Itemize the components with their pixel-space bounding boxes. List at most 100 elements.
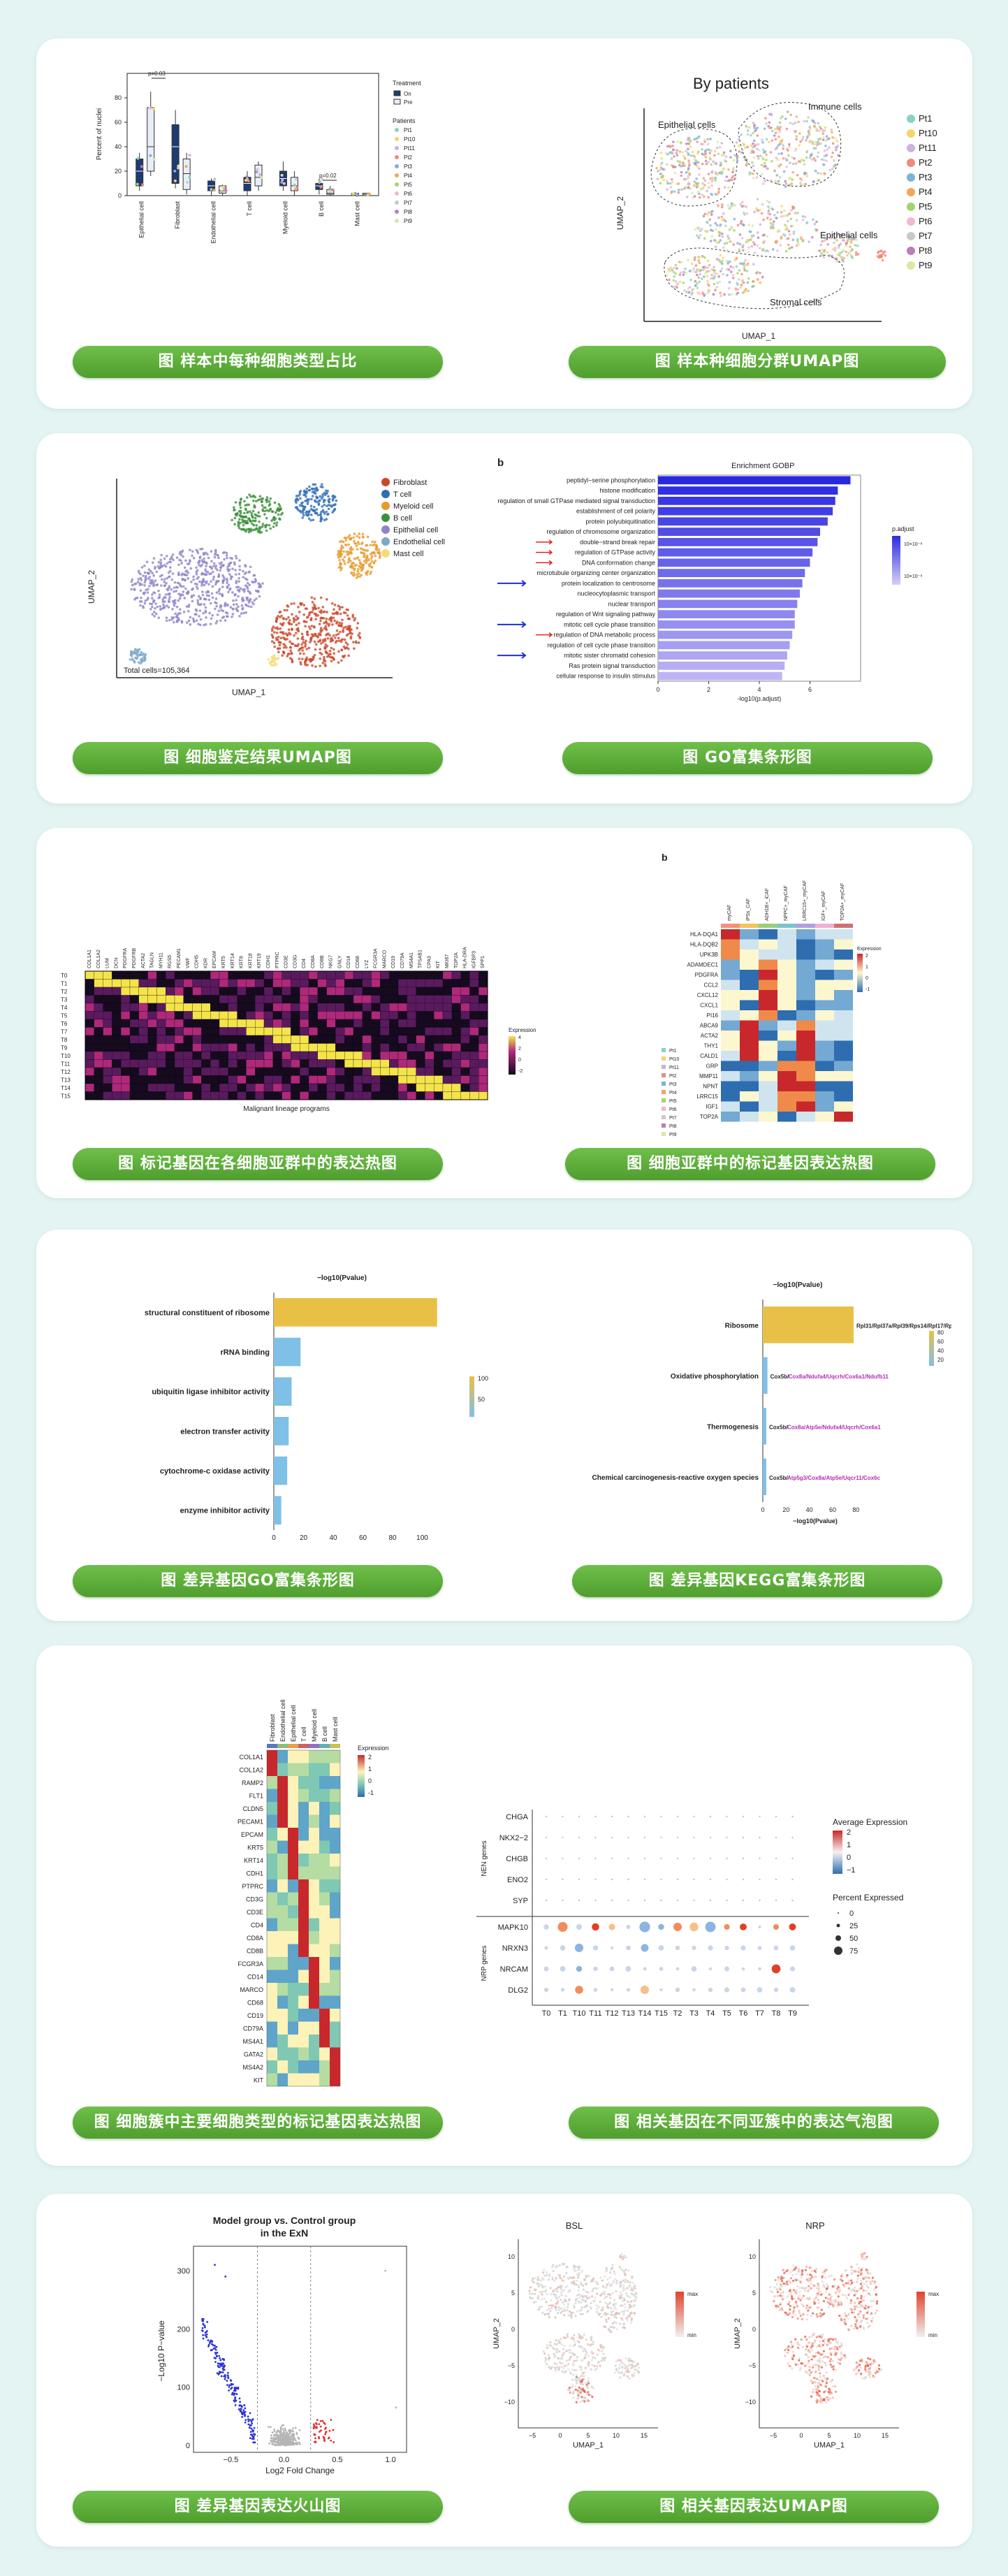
umap-point — [744, 159, 747, 161]
umap-point — [711, 229, 714, 232]
cluster-row-label: T9 — [61, 1045, 68, 1051]
heatmap-cell — [94, 1035, 103, 1044]
umap-point — [763, 161, 766, 165]
fibroblast-point — [296, 637, 300, 640]
heatmap-cell — [277, 1892, 288, 1905]
group-color-bar — [309, 1744, 319, 1748]
heatmap-cell — [442, 1043, 452, 1052]
epithelial-point — [242, 611, 245, 615]
fibroblast-point — [288, 640, 291, 643]
fibroblast-point — [349, 632, 352, 635]
dot — [578, 1815, 580, 1818]
epithelial-point — [163, 600, 166, 603]
caption-pill-2-right[interactable]: 图 GO富集条形图 — [562, 742, 933, 774]
epithelial-point — [158, 567, 161, 570]
epithelial-point — [191, 550, 194, 553]
umap-point — [709, 224, 712, 227]
heatmap-cell — [389, 979, 399, 988]
heatmap-cell — [330, 2047, 340, 2060]
caption-pill-5-left[interactable]: 图 细胞簇中主要细胞类型的标记基因表达热图 — [73, 2106, 443, 2139]
bcell-point — [264, 524, 268, 527]
epithelial-point — [234, 573, 238, 576]
umap-point — [725, 241, 729, 245]
celltype-column-label: Endothelial cell — [279, 1699, 286, 1742]
caption-pill-3-left[interactable]: 图 标记基因在各细胞亚群中的表达热图 — [73, 1148, 443, 1180]
patient-swatch — [662, 1098, 666, 1103]
umap-point — [752, 146, 754, 149]
heatmap-cell — [362, 1075, 372, 1084]
heatmap-cell — [309, 2009, 319, 2022]
umap-point — [826, 148, 828, 152]
tcell-point — [314, 490, 316, 493]
fibroblast-point — [279, 611, 282, 613]
heatmap-cell — [353, 1019, 363, 1028]
umap-point — [720, 267, 724, 270]
umap-point — [803, 119, 805, 123]
tcell-point — [327, 512, 330, 516]
umap-point — [693, 180, 696, 183]
heatmap-cell — [344, 1027, 354, 1036]
umap-point — [884, 254, 887, 257]
heatmap-cell — [469, 1067, 479, 1076]
heatmap-cell — [442, 987, 452, 996]
group-color-bar — [319, 1744, 330, 1748]
umap-point — [698, 280, 701, 284]
dot — [676, 1899, 679, 1902]
volcano-point-down — [201, 2320, 204, 2322]
epithelial-point — [217, 579, 220, 583]
caption-pill-5-right[interactable]: 图 相关基因在不同亚簇中的表达气泡图 — [569, 2106, 939, 2139]
umap-point — [839, 236, 842, 240]
epithelial-point — [213, 555, 217, 559]
umap-point — [777, 164, 780, 167]
heatmap-cell — [183, 1059, 193, 1068]
figure-marker-heatmap: COL1A1 COL1A2 LUM DCN PDGFRA PDGFRB ACTA2 TAGLN… — [57, 856, 574, 1135]
caption-pill-4-right[interactable]: 图 差异基因KEGG富集条形图 — [572, 1565, 942, 1597]
epithelial-point — [170, 578, 174, 581]
umap-point — [821, 254, 825, 257]
umap-point — [716, 140, 720, 144]
fibroblast-point — [285, 646, 288, 649]
heatmap-cell — [425, 1011, 434, 1020]
umap-point — [731, 178, 734, 182]
legend-colorbar — [509, 1036, 516, 1075]
umap-point — [817, 171, 819, 175]
umap-point — [777, 180, 780, 183]
caption-pill-1-right[interactable]: 图 样本种细胞分群UMAP图 — [569, 346, 946, 378]
fibroblast-point — [318, 623, 321, 625]
epithelial-point — [164, 596, 167, 599]
caption-pill-3-right[interactable]: 图 细胞亚群中的标记基因表达热图 — [565, 1148, 935, 1180]
umap-point — [769, 221, 773, 225]
caption-pill-4-left[interactable]: 图 差异基因GO富集条形图 — [73, 1565, 443, 1597]
volcano-point-down — [200, 2329, 203, 2331]
umap-point — [687, 187, 690, 189]
heatmap-cell — [219, 1003, 228, 1012]
epithelial-point — [221, 585, 224, 588]
heatmap-cell — [721, 1061, 740, 1071]
legend-tick: 2 — [847, 1828, 851, 1837]
volcano-point-down — [219, 2364, 222, 2367]
umap-point — [766, 217, 769, 219]
heatmap-cell — [210, 1083, 220, 1092]
dot — [627, 1815, 629, 1818]
umap-point — [692, 270, 695, 273]
epithelial-point — [180, 621, 184, 624]
umap-point — [773, 134, 776, 137]
umap-point — [671, 164, 673, 167]
gene-row-label: NPNT — [703, 1084, 718, 1090]
umap-point — [773, 169, 776, 173]
heatmap-cell — [228, 1067, 238, 1076]
epithelial-point — [171, 608, 174, 611]
endothelial-point — [136, 648, 139, 651]
caption-pill-2-left[interactable]: 图 细胞鉴定结果UMAP图 — [73, 742, 443, 774]
heatmap-cell — [317, 987, 327, 996]
heatmap-cell — [138, 1035, 148, 1044]
x-axis-label: −log10(Pvalue) — [793, 1518, 838, 1525]
umap-point — [811, 158, 814, 161]
umap-point — [741, 291, 745, 294]
caption-pill-1-left[interactable]: 图 样本中每种细胞类型占比 — [73, 346, 443, 378]
heatmap-cell — [156, 1043, 166, 1052]
fibroblast-point — [340, 648, 343, 651]
umap-point — [742, 281, 745, 284]
heatmap-cell — [147, 1051, 157, 1060]
umap-point — [705, 162, 708, 166]
